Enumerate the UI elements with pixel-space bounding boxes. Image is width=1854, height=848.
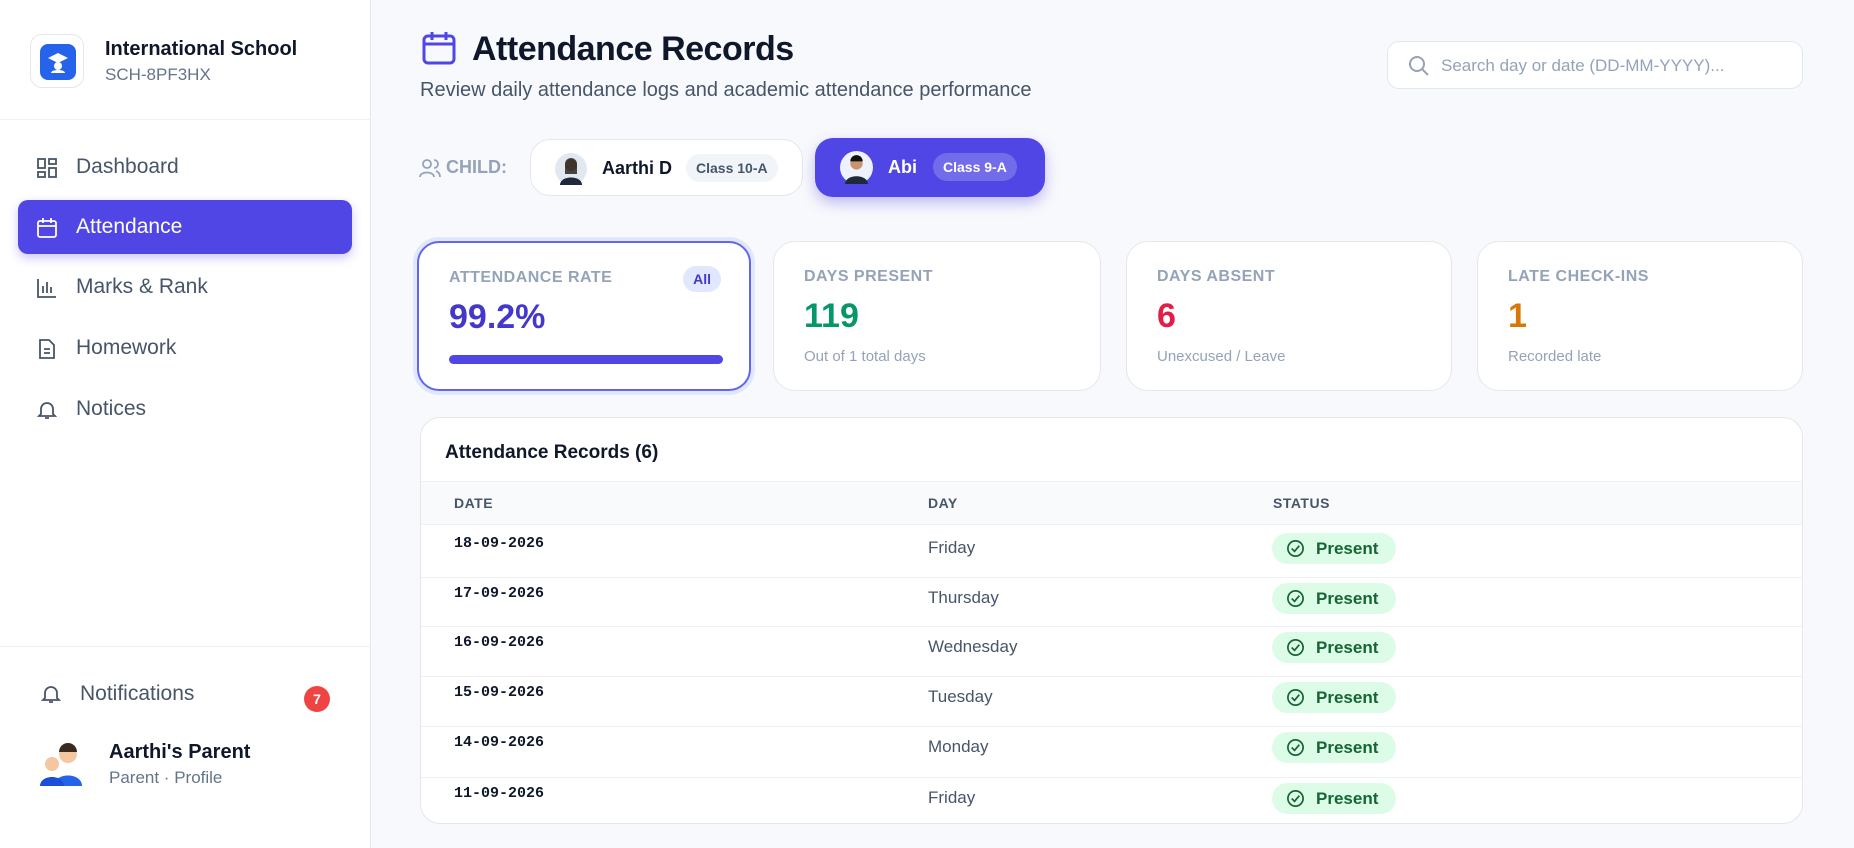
nav-label: Notices bbox=[76, 397, 147, 420]
nav-label: Marks & Rank bbox=[76, 275, 208, 298]
status-pill: Present bbox=[1272, 682, 1396, 713]
status-pill: Present bbox=[1272, 583, 1396, 614]
day-cell: Friday bbox=[928, 538, 976, 557]
stat-note: Unexcused / Leave bbox=[1157, 348, 1286, 365]
status-pill: Present bbox=[1272, 732, 1396, 763]
row-divider bbox=[421, 577, 1802, 578]
stat-card: ATTENDANCE RATE All 99.2% bbox=[417, 241, 751, 391]
nav-item[interactable]: Dashboard bbox=[18, 140, 352, 194]
date-cell: 14-09-2026 bbox=[454, 734, 545, 751]
stat-label: LATE CHECK-INS bbox=[1508, 268, 1649, 285]
date-cell: 17-09-2026 bbox=[454, 585, 545, 602]
sidebar: International School SCH-8PF3HX Dashboar… bbox=[0, 0, 371, 848]
nav-label: Homework bbox=[76, 336, 177, 359]
search-placeholder: Search day or date (DD-MM-YYYY)... bbox=[1441, 56, 1725, 75]
users-icon bbox=[419, 159, 441, 178]
child-name: Abi bbox=[888, 157, 917, 177]
row-divider bbox=[421, 777, 1802, 778]
child-tab[interactable]: Aarthi D Class 10-A bbox=[530, 139, 803, 196]
stat-note: Out of 1 total days bbox=[804, 348, 926, 365]
date-cell: 11-09-2026 bbox=[454, 785, 545, 802]
row-divider bbox=[421, 626, 1802, 627]
stat-card: DAYS ABSENT 6 Unexcused / Leave bbox=[1126, 241, 1452, 391]
stat-label: ATTENDANCE RATE bbox=[449, 269, 613, 286]
day-cell: Wednesday bbox=[928, 637, 1018, 656]
table-title: Attendance Records (6) bbox=[445, 442, 659, 463]
row-divider bbox=[421, 726, 1802, 727]
day-cell: Thursday bbox=[928, 588, 999, 607]
stat-value: 99.2% bbox=[449, 298, 546, 336]
stat-card: DAYS PRESENT 119 Out of 1 total days bbox=[773, 241, 1101, 391]
table-header bbox=[421, 481, 1802, 525]
records-table: Attendance Records (6) DATE DAY STATUS 18-0… bbox=[420, 417, 1803, 824]
stat-label: DAYS PRESENT bbox=[804, 268, 933, 285]
status-text: Present bbox=[1316, 588, 1379, 608]
notification-badge: 7 bbox=[304, 686, 330, 712]
child-class: Class 10-A bbox=[686, 154, 778, 182]
day-cell: Monday bbox=[928, 737, 989, 756]
column-header: DAY bbox=[928, 495, 958, 511]
column-header: STATUS bbox=[1273, 495, 1330, 511]
nav-item[interactable]: Homework bbox=[18, 321, 352, 375]
page-title: Attendance Records bbox=[472, 30, 794, 68]
column-header: DATE bbox=[454, 495, 494, 511]
status-text: Present bbox=[1316, 788, 1379, 808]
user-role: Parent · Profile bbox=[109, 768, 223, 787]
child-tab-active[interactable]: Abi Class 9-A bbox=[815, 138, 1045, 197]
school-code: SCH-8PF3HX bbox=[105, 65, 211, 84]
stat-note: Recorded late bbox=[1508, 348, 1602, 365]
stat-value: 1 bbox=[1508, 297, 1527, 335]
date-cell: 18-09-2026 bbox=[454, 535, 545, 552]
status-pill: Present bbox=[1272, 783, 1396, 814]
child-label: CHILD: bbox=[446, 157, 507, 177]
status-text: Present bbox=[1316, 637, 1379, 657]
stat-label: DAYS ABSENT bbox=[1157, 268, 1276, 285]
stat-badge: All bbox=[683, 266, 721, 292]
day-cell: Tuesday bbox=[928, 687, 993, 706]
child-name: Aarthi D bbox=[602, 158, 673, 178]
progress-bar bbox=[449, 355, 723, 364]
stat-card: LATE CHECK-INS 1 Recorded late bbox=[1477, 241, 1803, 391]
school-name: International School bbox=[105, 38, 298, 60]
user-avatar bbox=[40, 743, 82, 786]
status-text: Present bbox=[1316, 538, 1379, 558]
date-cell: 16-09-2026 bbox=[454, 634, 545, 651]
notifications-link[interactable]: Notifications bbox=[80, 682, 195, 705]
page-subtitle: Review daily attendance logs and academi… bbox=[420, 79, 1032, 101]
logo bbox=[30, 34, 84, 88]
nav-label: Attendance bbox=[76, 215, 183, 238]
nav-label: Dashboard bbox=[76, 155, 179, 178]
day-cell: Friday bbox=[928, 788, 976, 807]
child-class: Class 9-A bbox=[933, 153, 1017, 181]
nav-item[interactable]: Notices bbox=[18, 382, 352, 436]
row-divider bbox=[421, 676, 1802, 677]
nav-item[interactable]: Attendance bbox=[18, 200, 352, 254]
status-pill: Present bbox=[1272, 632, 1396, 663]
status-text: Present bbox=[1316, 737, 1379, 757]
nav-item[interactable]: Marks & Rank bbox=[18, 260, 352, 314]
date-cell: 15-09-2026 bbox=[454, 684, 545, 701]
search-box[interactable]: Search day or date (DD-MM-YYYY)... bbox=[1387, 41, 1803, 89]
stat-value: 119 bbox=[804, 297, 859, 335]
status-text: Present bbox=[1316, 687, 1379, 707]
status-pill: Present bbox=[1272, 533, 1396, 564]
user-name[interactable]: Aarthi's Parent bbox=[109, 741, 251, 763]
stat-value: 6 bbox=[1157, 297, 1176, 335]
calendar-icon bbox=[422, 32, 456, 65]
bell-icon bbox=[40, 686, 62, 703]
